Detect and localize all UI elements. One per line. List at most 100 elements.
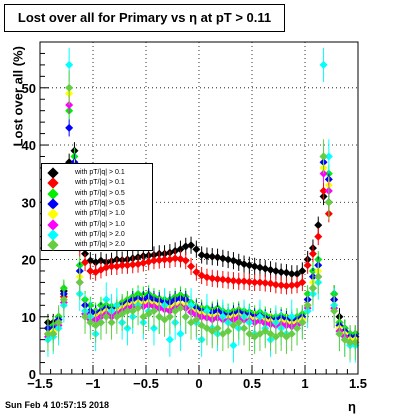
legend-label: with pT/|q| > 1.0 (75, 220, 125, 228)
data-point (187, 241, 196, 250)
data-point (149, 307, 158, 316)
data-point (81, 249, 90, 258)
data-point (102, 312, 111, 321)
data-point (171, 307, 180, 316)
data-point (107, 318, 116, 327)
data-point (176, 304, 185, 313)
data-point (160, 255, 169, 264)
data-point (139, 258, 148, 267)
data-point (160, 315, 169, 324)
data-point (187, 318, 196, 327)
chart-title-box: Lost over all for Primary vs η at pT > 0… (4, 4, 285, 32)
data-point (213, 324, 222, 333)
data-point (224, 327, 233, 336)
legend-marker (47, 239, 59, 251)
data-point (240, 260, 249, 269)
legend: with pT/|q| > 0.1 with pT/|q| > 0.1 with p… (41, 163, 153, 251)
data-point (208, 252, 217, 261)
data-point (181, 242, 190, 251)
data-point (245, 277, 254, 286)
x-tick-label: −0.5 (133, 376, 159, 391)
data-point (165, 255, 174, 264)
data-point (255, 329, 264, 338)
y-tick-label: 20 (22, 253, 36, 268)
data-point (224, 276, 233, 285)
legend-label: with pT/|q| > 0.1 (75, 179, 125, 187)
data-point (165, 335, 174, 344)
data-point (319, 152, 328, 161)
data-point (245, 261, 254, 270)
data-point (218, 275, 227, 284)
legend-entry: with pT/|q| > 0.5 (47, 187, 154, 200)
data-point (43, 329, 52, 338)
data-point (197, 250, 206, 259)
data-point (123, 261, 132, 270)
data-point (340, 335, 349, 344)
data-point (155, 312, 164, 321)
data-point (202, 324, 211, 333)
data-point (245, 329, 254, 338)
data-point (224, 255, 233, 264)
data-point (134, 304, 143, 313)
data-point (229, 341, 238, 350)
data-point (271, 280, 280, 289)
x-tick-label: 0.5 (243, 376, 261, 391)
data-point (261, 327, 270, 336)
axes: −1.5 −1 −0.5 0 0.5 1 1.5 0 10 20 30 40 50 (22, 41, 367, 391)
data-point (59, 295, 68, 304)
data-point (250, 262, 259, 271)
legend-label: with pT/|q| > 0.5 (75, 199, 125, 207)
data-point (202, 252, 211, 261)
legend-label: with pT/|q| > 2.0 (75, 241, 125, 249)
data-point (250, 278, 259, 287)
legend-entry: with pT/|q| > 1.0 (47, 218, 154, 231)
data-point (218, 254, 227, 263)
data-point (346, 338, 355, 347)
data-point (54, 318, 63, 327)
data-point (208, 274, 217, 283)
data-point (139, 312, 148, 321)
legend-marker (47, 177, 59, 189)
legend-label: with pT/|q| > 2.0 (75, 230, 125, 238)
y-tick-label: 0 (29, 367, 36, 382)
legend-entry: with pT/|q| > 2.0 (47, 229, 154, 241)
data-point (192, 245, 201, 254)
data-point (86, 266, 95, 275)
data-point (303, 261, 312, 270)
data-point (128, 260, 137, 269)
legend-marker (47, 208, 59, 220)
data-point (298, 318, 307, 327)
data-point (261, 278, 270, 287)
legend-entry: with pT/|q| > 0.1 (47, 177, 154, 189)
data-point (65, 83, 74, 92)
data-point (91, 321, 100, 330)
data-point (335, 329, 344, 338)
legend-entry: with pT/|q| > 1.0 (47, 208, 154, 220)
data-point (271, 332, 280, 341)
data-point (123, 307, 132, 316)
data-point (266, 279, 275, 288)
x-tick-label: 0 (195, 376, 202, 391)
data-point (282, 268, 291, 277)
x-tick-label: 1.5 (349, 376, 367, 391)
data-point (277, 329, 286, 338)
data-point (282, 281, 291, 290)
data-point (118, 309, 127, 318)
data-point (144, 257, 153, 266)
data-point (287, 329, 296, 338)
data-point (144, 309, 153, 318)
data-point (277, 281, 286, 290)
data-point (255, 278, 264, 287)
data-point (208, 327, 217, 336)
data-point (314, 272, 323, 281)
data-point (165, 312, 174, 321)
data-point (293, 324, 302, 333)
data-point (213, 274, 222, 283)
legend-entry: with pT/|q| > 0.1 (47, 167, 154, 179)
data-point (181, 312, 190, 321)
data-point (81, 258, 90, 267)
x-tick-label: −1 (86, 376, 101, 391)
data-point (255, 263, 264, 272)
data-point (324, 198, 333, 207)
data-point (271, 266, 280, 275)
